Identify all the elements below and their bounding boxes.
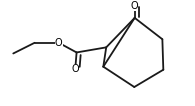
Text: O: O — [131, 1, 138, 11]
Text: O: O — [71, 64, 79, 74]
Text: O: O — [55, 38, 63, 48]
